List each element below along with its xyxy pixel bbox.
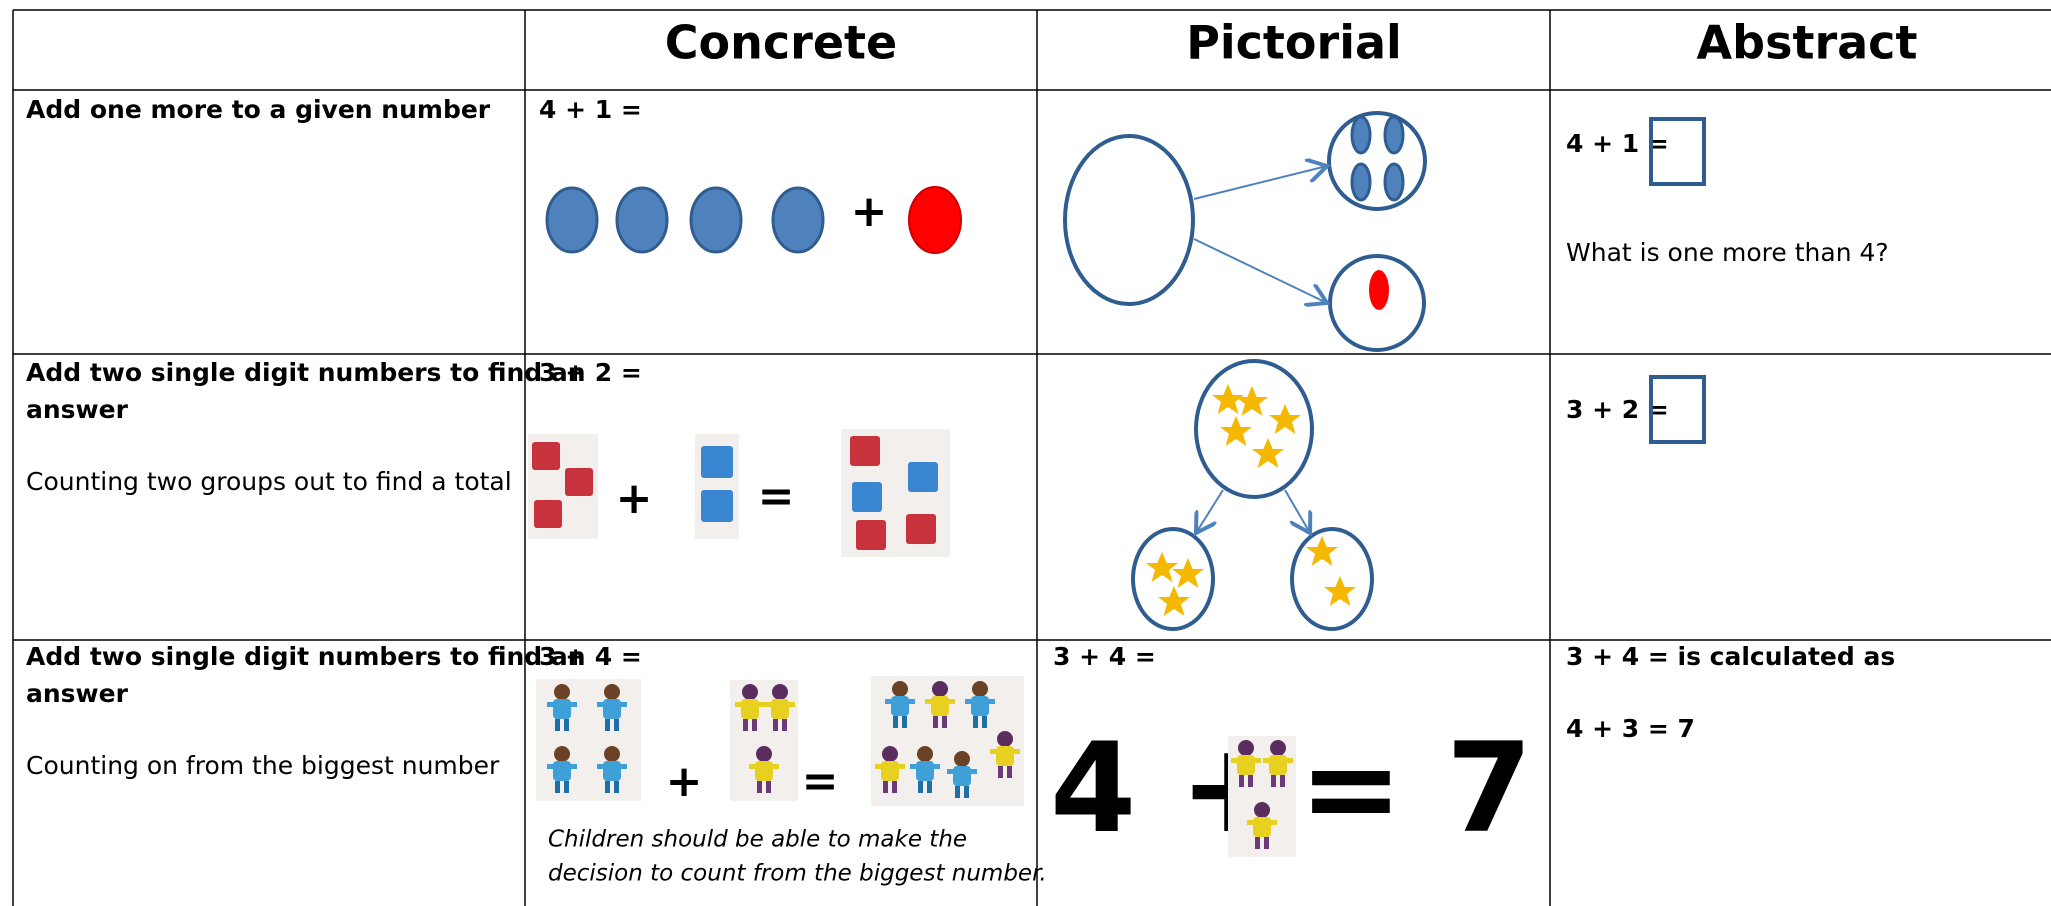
column-header: Concrete [665, 16, 897, 70]
equation: 3 + 2 = [539, 358, 642, 387]
note: Children should be able to make the [548, 827, 967, 853]
operator: + [616, 473, 653, 524]
row-description: Counting on from the biggest number [26, 751, 500, 780]
figure-photo [1228, 736, 1296, 857]
cube-photos [528, 429, 950, 557]
figure-photos [536, 676, 1024, 806]
operator: = [802, 756, 839, 807]
row-label: answer [26, 679, 129, 708]
row-label: Add two single digit numbers to find an [26, 358, 586, 387]
equation: 4 + 1 = [539, 95, 642, 124]
question: What is one more than 4? [1566, 238, 1889, 267]
big-equation: = 7 [1299, 717, 1532, 861]
equation: 3 + 2 = [1566, 395, 1669, 424]
column-header: Pictorial [1186, 16, 1402, 70]
row-label: answer [26, 395, 129, 424]
table-grid [12, 9, 2051, 906]
operator: + [851, 186, 888, 237]
star-part-whole [1131, 359, 1374, 631]
part-whole-diagram [1063, 111, 1427, 352]
equation: 3 + 4 = [539, 642, 642, 671]
operator: = [758, 471, 795, 522]
counters [545, 186, 962, 254]
row-description: Counting two groups out to find a total [26, 467, 512, 496]
equation: 4 + 1 = [1566, 129, 1669, 158]
row-label: Add one more to a given number [26, 95, 491, 124]
answer-box [1649, 117, 1706, 186]
row-label: Add two single digit numbers to find an [26, 642, 586, 671]
abstract-text: 3 + 4 = is calculated as [1566, 642, 1895, 671]
abstract-text: 4 + 3 = 7 [1566, 714, 1695, 743]
note: decision to count from the biggest numbe… [548, 861, 1047, 887]
operator: + [666, 756, 703, 807]
equation: 3 + 4 = [1053, 642, 1156, 671]
column-header: Abstract [1697, 16, 1918, 70]
answer-box [1649, 375, 1706, 444]
